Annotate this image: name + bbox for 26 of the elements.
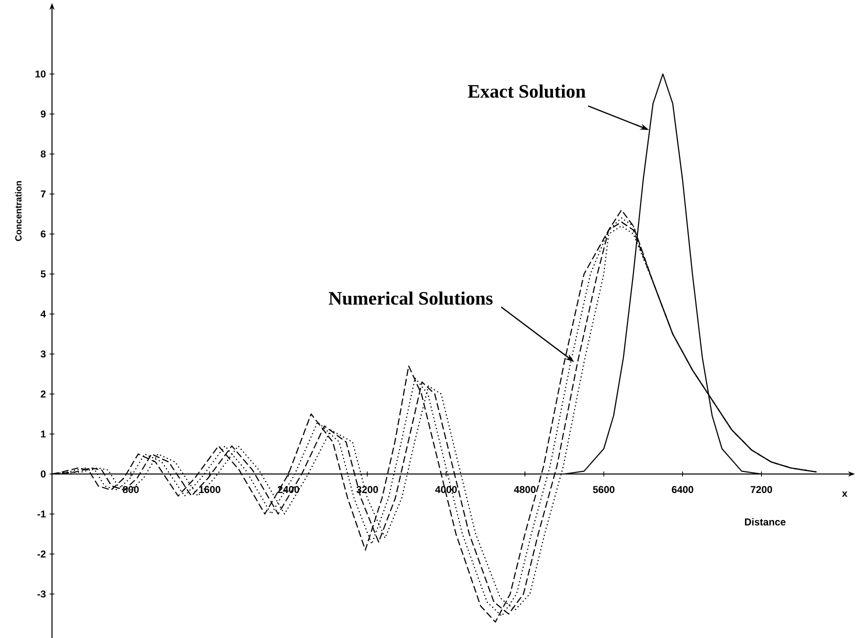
x-tick-label: 4000 bbox=[435, 486, 457, 494]
annotation: Numerical Solutions bbox=[328, 291, 493, 305]
x-tick-label: 4800 bbox=[514, 486, 536, 494]
x-tick-label: 5600 bbox=[592, 486, 614, 494]
x-tick-label: 6400 bbox=[672, 486, 694, 494]
y-tick-label: 9 bbox=[40, 110, 46, 118]
y-tick-label: 4 bbox=[40, 310, 46, 318]
y-tick-label: -1 bbox=[38, 510, 46, 518]
y-axis-title: Concentration bbox=[14, 181, 22, 241]
y-tick-label: 7 bbox=[40, 190, 46, 198]
y-tick-label: 6 bbox=[40, 230, 46, 238]
y-tick-label: 1 bbox=[41, 430, 46, 438]
y-tick-label: 2 bbox=[40, 390, 46, 398]
x-tick-label: 7200 bbox=[750, 486, 772, 494]
y-tick-label: -2 bbox=[38, 550, 46, 558]
x-axis-title: Distance bbox=[744, 518, 786, 526]
annotation: Exact Solution bbox=[468, 84, 586, 98]
x-tick-label: 1600 bbox=[199, 486, 220, 494]
y-tick-label: 10 bbox=[36, 70, 46, 78]
annotation: x bbox=[842, 492, 848, 497]
x-tick-label: 3200 bbox=[356, 486, 378, 494]
y-tick-label: -3 bbox=[38, 590, 46, 598]
y-tick-label: 3 bbox=[40, 350, 46, 358]
y-tick-label: 8 bbox=[40, 150, 46, 158]
y-tick-label: 5 bbox=[40, 270, 46, 278]
y-tick-label: 0 bbox=[40, 470, 46, 478]
